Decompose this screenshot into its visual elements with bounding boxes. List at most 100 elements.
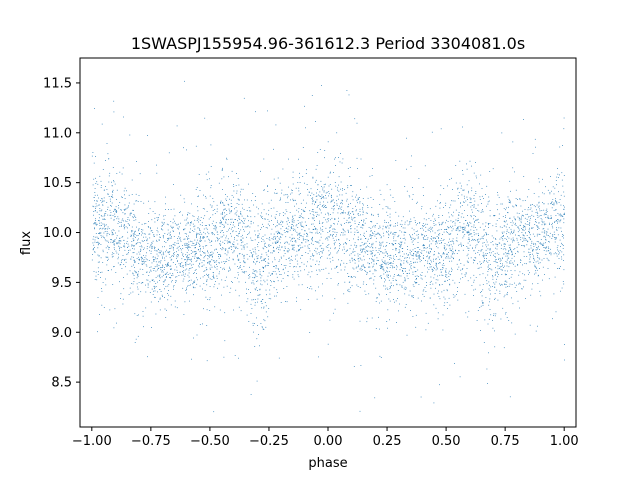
data-point: [227, 252, 229, 254]
data-point: [321, 251, 323, 253]
data-point: [145, 307, 147, 309]
data-point: [481, 210, 483, 212]
data-point: [367, 238, 369, 240]
data-point: [551, 225, 553, 227]
data-point: [156, 234, 158, 236]
data-point: [187, 274, 189, 276]
data-point: [556, 237, 557, 239]
data-point: [523, 225, 525, 226]
data-point: [515, 284, 517, 286]
data-point: [211, 266, 213, 268]
data-point: [452, 221, 453, 223]
data-point: [134, 234, 136, 235]
data-point: [214, 306, 216, 308]
data-point: [520, 205, 522, 207]
data-point: [555, 215, 557, 216]
data-point: [446, 244, 448, 246]
data-point: [116, 199, 117, 200]
data-point: [205, 245, 206, 247]
data-point: [462, 277, 464, 278]
data-point: [244, 226, 246, 228]
data-point: [216, 266, 218, 267]
data-point: [473, 232, 475, 233]
data-point: [323, 248, 325, 250]
data-point: [336, 195, 338, 197]
data-point: [449, 238, 450, 240]
data-point: [430, 238, 432, 239]
data-point: [438, 238, 439, 239]
data-point: [100, 235, 102, 236]
data-point: [502, 248, 504, 250]
data-point: [176, 255, 178, 257]
data-point: [350, 226, 351, 227]
data-point: [403, 268, 405, 269]
data-point: [319, 201, 321, 203]
data-point: [273, 148, 274, 150]
data-point: [163, 284, 164, 285]
data-point: [271, 274, 273, 275]
data-point: [436, 241, 437, 243]
data-point: [508, 201, 510, 203]
data-point: [153, 286, 155, 287]
data-point: [247, 234, 248, 235]
data-point: [520, 222, 522, 224]
data-point: [412, 273, 414, 275]
data-point: [418, 257, 420, 259]
data-point: [286, 231, 287, 232]
data-point: [386, 270, 387, 272]
data-point: [263, 307, 265, 309]
data-point: [461, 269, 463, 270]
data-point: [521, 232, 523, 233]
data-point: [425, 219, 427, 221]
data-point: [235, 219, 236, 220]
data-point: [131, 256, 133, 258]
data-point: [199, 251, 201, 253]
data-point: [384, 262, 385, 264]
data-point: [236, 214, 238, 216]
data-point: [527, 209, 529, 211]
data-point: [325, 227, 327, 229]
data-point: [244, 199, 245, 201]
data-point: [145, 236, 147, 238]
data-point: [224, 239, 226, 241]
data-point: [172, 218, 174, 220]
data-point: [451, 269, 453, 271]
data-point: [170, 231, 171, 233]
data-point: [506, 294, 508, 296]
data-point: [425, 312, 427, 314]
data-point: [209, 195, 211, 197]
data-point: [186, 268, 188, 270]
data-point: [268, 214, 269, 216]
data-point: [318, 252, 320, 253]
data-point: [320, 245, 322, 246]
data-point: [508, 320, 510, 321]
data-point: [507, 286, 508, 287]
data-point: [224, 212, 225, 214]
data-point: [533, 257, 534, 259]
data-point: [198, 216, 199, 218]
data-point: [490, 252, 492, 254]
data-point: [264, 243, 265, 245]
data-point: [245, 281, 246, 283]
data-point: [249, 210, 250, 212]
data-point: [99, 314, 100, 315]
data-point: [330, 195, 332, 197]
data-point: [290, 227, 292, 228]
data-point: [257, 230, 259, 232]
data-point: [212, 252, 214, 254]
data-point: [502, 263, 503, 265]
data-point: [241, 215, 243, 217]
data-point: [252, 256, 253, 258]
data-point: [423, 250, 425, 251]
data-point: [546, 234, 548, 236]
data-point: [184, 245, 186, 246]
data-point: [120, 209, 122, 211]
data-point: [206, 179, 208, 181]
data-point: [379, 328, 380, 330]
data-point: [96, 205, 98, 207]
data-point: [267, 316, 269, 318]
data-point: [342, 212, 343, 213]
data-point: [479, 261, 481, 263]
data-point: [455, 229, 457, 231]
data-point: [537, 257, 539, 258]
